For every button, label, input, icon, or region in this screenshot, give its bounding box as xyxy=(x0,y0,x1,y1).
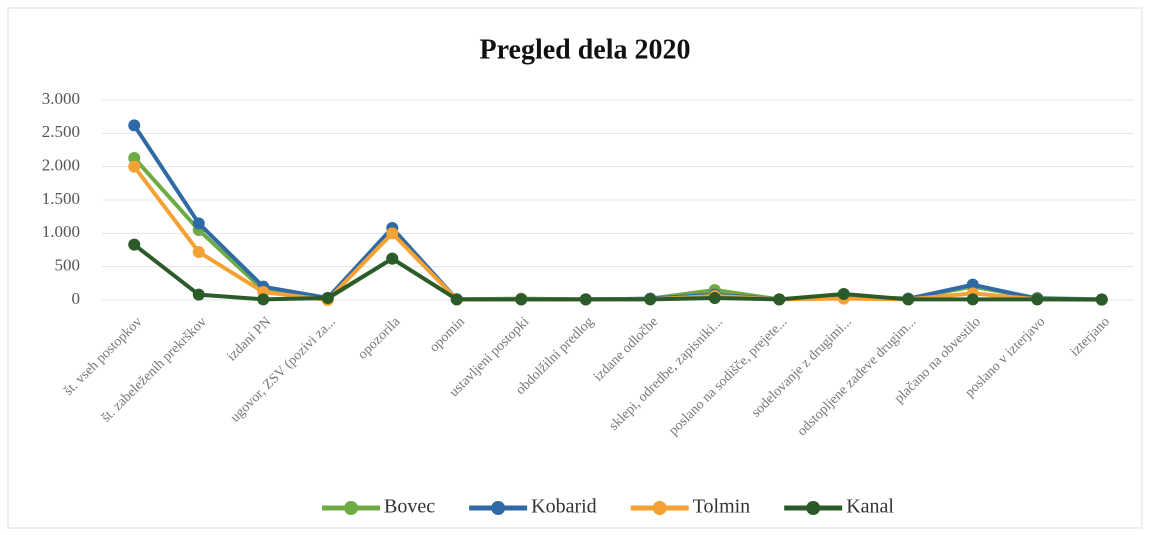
y-tick-label: 0 xyxy=(72,289,81,308)
data-point xyxy=(128,238,141,251)
legend-marker xyxy=(344,501,359,515)
data-point xyxy=(966,278,979,291)
data-point xyxy=(837,288,850,300)
y-tick-label: 1.500 xyxy=(42,189,80,208)
data-point xyxy=(128,152,141,164)
chart-border xyxy=(7,7,1143,529)
data-point xyxy=(128,119,141,132)
data-point xyxy=(644,293,657,306)
data-point xyxy=(1095,293,1108,306)
data-point xyxy=(128,160,141,173)
legend-label: Kanal xyxy=(846,496,894,518)
legend: Bovec Kobarid Tolmin Kanal xyxy=(322,496,894,518)
y-tick-label: 1.000 xyxy=(42,222,80,241)
series-line xyxy=(132,156,1102,302)
series-line xyxy=(132,124,1102,302)
data-point xyxy=(386,227,399,240)
data-point xyxy=(192,246,205,258)
data-point xyxy=(515,293,528,306)
x-tick-label: izterjano xyxy=(1068,314,1113,359)
chart-title: Pregled dela 2020 xyxy=(479,34,690,65)
legend-marker xyxy=(806,501,821,515)
x-tick-label: odstopljene zadeve drugim... xyxy=(795,314,920,439)
x-tick-label: opomin xyxy=(427,314,468,355)
series-line xyxy=(133,243,1102,302)
data-point xyxy=(773,293,786,306)
y-tick-label: 2.000 xyxy=(42,156,80,175)
legend-label: Bovec xyxy=(384,496,435,518)
data-point xyxy=(321,292,334,304)
x-tick-label: ugovor, ZSV (pozivi za... xyxy=(228,314,339,425)
x-tick-label: sklepi, odredbe, zapisniki... xyxy=(607,314,726,433)
legend-marker xyxy=(491,501,506,515)
data-point xyxy=(902,293,915,306)
legend-marker xyxy=(652,501,667,515)
data-point xyxy=(192,217,205,230)
y-tick-label: 500 xyxy=(55,256,81,275)
data-point xyxy=(1031,293,1044,306)
x-tick-label: poslano na sodišče, prejete... xyxy=(666,314,790,438)
legend-label: Tolmin xyxy=(693,496,751,518)
data-point xyxy=(708,292,721,304)
x-tick-label: opozorila xyxy=(355,314,404,363)
data-point xyxy=(386,252,399,265)
y-tick-label: 3.000 xyxy=(42,89,80,108)
x-tick-label: št. zabeleženih prekrškov xyxy=(99,314,210,425)
x-tick-label: izdani PN xyxy=(224,314,274,364)
data-point xyxy=(966,293,979,306)
data-point xyxy=(257,293,270,306)
data-point xyxy=(579,293,592,306)
legend-label: Kobarid xyxy=(531,496,597,518)
data-point xyxy=(450,293,463,306)
data-point xyxy=(192,288,205,301)
y-tick-label: 2.500 xyxy=(42,122,80,141)
x-tick-label: izdane odločbe xyxy=(591,314,661,384)
